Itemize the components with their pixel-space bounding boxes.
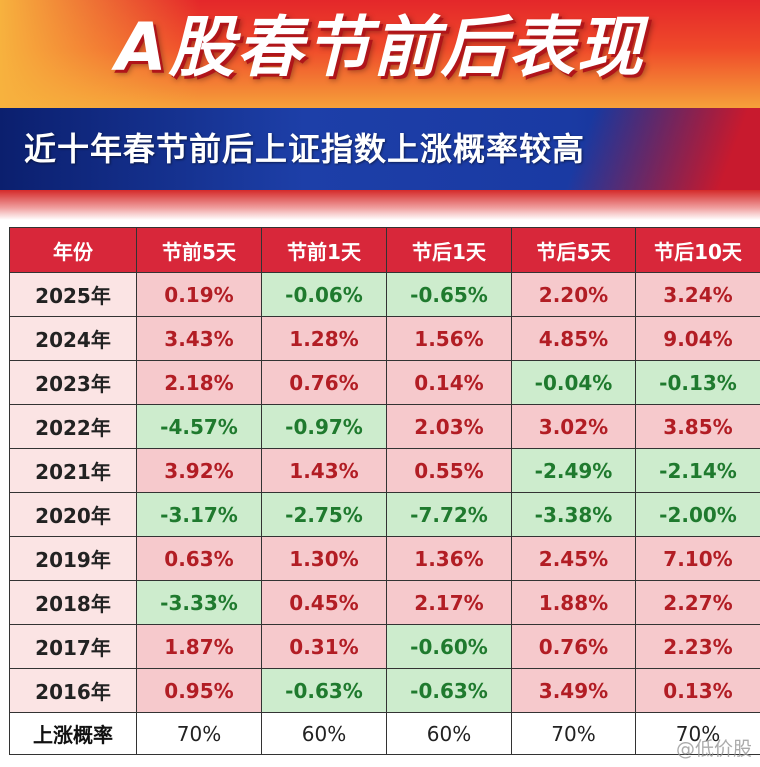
year-cell: 2025年 xyxy=(9,272,137,317)
return-cell: 2.18% xyxy=(136,360,262,405)
year-cell: 2023年 xyxy=(9,360,137,405)
return-cell: -4.57% xyxy=(136,404,262,449)
return-cell: -7.72% xyxy=(386,492,512,537)
return-cell: 0.13% xyxy=(635,668,760,713)
return-cell: 2.03% xyxy=(386,404,512,449)
return-cell: 0.14% xyxy=(386,360,512,405)
return-cell: 3.02% xyxy=(511,404,636,449)
return-cell: 1.88% xyxy=(511,580,636,625)
return-cell: 2.20% xyxy=(511,272,636,317)
return-cell: -0.60% xyxy=(386,624,512,669)
return-cell: -0.63% xyxy=(261,668,387,713)
return-cell: -2.75% xyxy=(261,492,387,537)
table-header-row: 年份 节前5天 节前1天 节后1天 节后5天 节后10天 xyxy=(9,227,760,273)
header-year: 年份 xyxy=(9,227,137,273)
return-cell: 3.49% xyxy=(511,668,636,713)
return-cell: -0.04% xyxy=(511,360,636,405)
return-cell: 2.17% xyxy=(386,580,512,625)
return-cell: -2.14% xyxy=(635,448,760,493)
year-cell: 2021年 xyxy=(9,448,137,493)
return-cell: -0.97% xyxy=(261,404,387,449)
table-row: 2016年 0.95% -0.63% -0.63% 3.49% 0.13% xyxy=(9,668,760,713)
return-cell: 0.45% xyxy=(261,580,387,625)
page-subtitle: 近十年春节前后上证指数上涨概率较高 xyxy=(24,130,586,168)
table-row: 2020年 -3.17% -2.75% -7.72% -3.38% -2.00% xyxy=(9,492,760,537)
year-cell: 2024年 xyxy=(9,316,137,361)
return-cell: -3.33% xyxy=(136,580,262,625)
returns-table: 年份 节前5天 节前1天 节后1天 节后5天 节后10天 2025年 0.19% -… xyxy=(9,227,760,755)
table-row: 2022年 -4.57% -0.97% 2.03% 3.02% 3.85% xyxy=(9,404,760,449)
page-title: A股春节前后表现 xyxy=(115,9,645,86)
return-cell: 1.43% xyxy=(261,448,387,493)
title-banner: A股春节前后表现 xyxy=(0,0,760,108)
return-cell: -2.00% xyxy=(635,492,760,537)
rise-probability-cell: 70% xyxy=(635,712,760,755)
return-cell: 0.55% xyxy=(386,448,512,493)
return-cell: 0.31% xyxy=(261,624,387,669)
return-cell: 1.56% xyxy=(386,316,512,361)
return-cell: -0.63% xyxy=(386,668,512,713)
return-cell: 0.76% xyxy=(261,360,387,405)
table-row: 2023年 2.18% 0.76% 0.14% -0.04% -0.13% xyxy=(9,360,760,405)
year-cell: 2019年 xyxy=(9,536,137,581)
table-row: 2024年 3.43% 1.28% 1.56% 4.85% 9.04% xyxy=(9,316,760,361)
year-cell: 2022年 xyxy=(9,404,137,449)
returns-table-wrap: 年份 节前5天 节前1天 节后1天 节后5天 节后10天 2025年 0.19% -… xyxy=(9,227,760,767)
header-pre5: 节前5天 xyxy=(136,227,262,273)
rise-probability-cell: 60% xyxy=(386,712,512,755)
return-cell: -3.38% xyxy=(511,492,636,537)
return-cell: 3.24% xyxy=(635,272,760,317)
return-cell: 2.45% xyxy=(511,536,636,581)
rise-probability-row: 上涨概率 70% 60% 60% 70% 70% xyxy=(9,712,760,755)
watermark: @低价股 xyxy=(675,738,752,760)
header-post1: 节后1天 xyxy=(386,227,512,273)
return-cell: 7.10% xyxy=(635,536,760,581)
divider-band xyxy=(0,190,760,220)
rise-probability-label: 上涨概率 xyxy=(9,712,137,755)
return-cell: 0.63% xyxy=(136,536,262,581)
return-cell: 0.95% xyxy=(136,668,262,713)
year-cell: 2016年 xyxy=(9,668,137,713)
return-cell: -0.65% xyxy=(386,272,512,317)
year-cell: 2020年 xyxy=(9,492,137,537)
return-cell: 2.23% xyxy=(635,624,760,669)
header-post10: 节后10天 xyxy=(635,227,760,273)
year-cell: 2017年 xyxy=(9,624,137,669)
return-cell: -3.17% xyxy=(136,492,262,537)
return-cell: 1.36% xyxy=(386,536,512,581)
rise-probability-cell: 60% xyxy=(261,712,387,755)
rise-probability-cell: 70% xyxy=(136,712,262,755)
table-row: 2019年 0.63% 1.30% 1.36% 2.45% 7.10% xyxy=(9,536,760,581)
return-cell: 0.19% xyxy=(136,272,262,317)
year-cell: 2018年 xyxy=(9,580,137,625)
return-cell: 0.76% xyxy=(511,624,636,669)
return-cell: -2.49% xyxy=(511,448,636,493)
return-cell: -0.06% xyxy=(261,272,387,317)
return-cell: 9.04% xyxy=(635,316,760,361)
return-cell: 3.92% xyxy=(136,448,262,493)
return-cell: 1.87% xyxy=(136,624,262,669)
return-cell: 2.27% xyxy=(635,580,760,625)
table-body: 2025年 0.19% -0.06% -0.65% 2.20% 3.24% 2024年 3.4… xyxy=(9,272,760,755)
return-cell: 3.43% xyxy=(136,316,262,361)
rise-probability-cell: 70% xyxy=(511,712,636,755)
header-pre1: 节前1天 xyxy=(261,227,387,273)
return-cell: 4.85% xyxy=(511,316,636,361)
return-cell: 1.30% xyxy=(261,536,387,581)
table-row: 2021年 3.92% 1.43% 0.55% -2.49% -2.14% xyxy=(9,448,760,493)
header-post5: 节后5天 xyxy=(511,227,636,273)
table-row: 2017年 1.87% 0.31% -0.60% 0.76% 2.23% xyxy=(9,624,760,669)
table-row: 2018年 -3.33% 0.45% 2.17% 1.88% 2.27% xyxy=(9,580,760,625)
subtitle-bar: 近十年春节前后上证指数上涨概率较高 xyxy=(0,108,760,190)
return-cell: -0.13% xyxy=(635,360,760,405)
return-cell: 3.85% xyxy=(635,404,760,449)
return-cell: 1.28% xyxy=(261,316,387,361)
table-row: 2025年 0.19% -0.06% -0.65% 2.20% 3.24% xyxy=(9,272,760,317)
